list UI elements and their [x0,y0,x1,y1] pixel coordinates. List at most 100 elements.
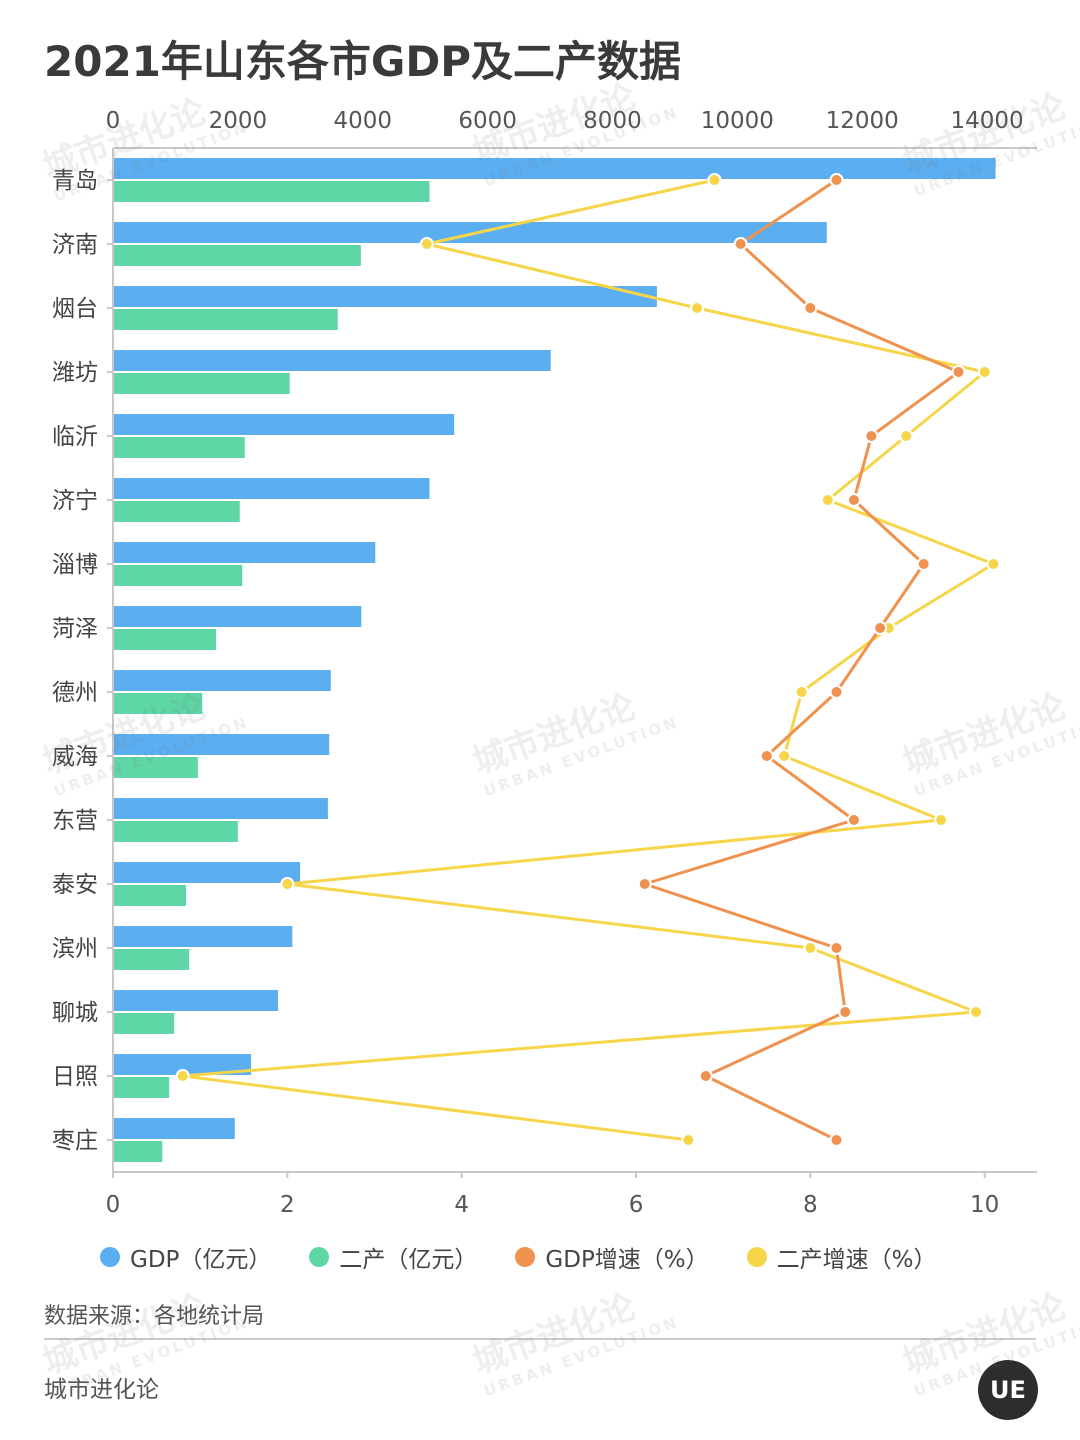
secondary-growth-point [777,749,792,763]
secondary-growth-point [690,301,705,315]
gdp-bar [113,414,455,435]
category-label: 潍坊 [52,360,98,386]
gdp-bar [113,286,657,307]
gdp-bar [113,670,331,691]
top-axis-tick-label: 4000 [333,108,392,134]
top-axis-tick-label: 14000 [950,108,1023,134]
bottom-axis-tick-label: 10 [970,1192,999,1218]
gdp-growth-point [864,429,879,443]
category-label: 东营 [52,808,98,834]
category-label: 泰安 [52,872,98,898]
gdp-bar [113,158,996,179]
gdp-growth-point [951,365,966,379]
secondary-growth-point [977,365,992,379]
gdp-growth-point [846,813,861,827]
top-axis-tick-label: 6000 [458,108,517,134]
gdp-growth-point [759,749,774,763]
gdp-growth-point [846,493,861,507]
gdp-growth-point [829,1133,844,1147]
category-label: 济南 [52,232,98,258]
category-label: 日照 [52,1064,98,1090]
secondary-bar [113,821,238,842]
legend-label-gdp-growth: GDP增速（%） [545,1247,709,1273]
category-label: 菏泽 [52,616,98,642]
secondary-bar [113,1013,175,1034]
secondary-growth-point [803,941,818,955]
secondary-growth-point [681,1133,696,1147]
bars-layer [113,158,996,1162]
secondary-growth-point [899,429,914,443]
gdp-growth-point [916,557,931,571]
secondary-bar [113,629,217,650]
secondary-bar [113,245,361,266]
secondary-growth-point [419,237,434,251]
top-axis-tick-label: 2000 [209,108,268,134]
secondary-bar [113,693,203,714]
category-label: 济宁 [52,488,98,514]
secondary-growth-point [175,1069,190,1083]
legend-label-gdp: GDP（亿元） [130,1247,272,1273]
category-label: 滨州 [52,936,98,962]
bottom-axis-tick-label: 4 [454,1192,469,1218]
secondary-bar [113,565,243,586]
category-label: 聊城 [52,1000,98,1026]
secondary-bar [113,181,430,202]
gdp-growth-point [829,173,844,187]
brand-logo: UE [978,1360,1038,1420]
secondary-bar [113,1141,163,1162]
top-axis-tick-label: 8000 [583,108,642,134]
gdp-bar [113,990,278,1011]
gdp-bar [113,862,301,883]
gdp-bar [113,798,328,819]
gdp-bar [113,542,376,563]
gdp-growth-point [829,685,844,699]
gdp-bar [113,478,430,499]
legend-item-secondary-growth[interactable]: 二产增速（%） [746,1240,937,1274]
footer-brand: 城市进化论 [44,1377,159,1403]
gdp-growth-point [803,301,818,315]
gdp-growth-point [873,621,888,635]
bottom-axis-tick-label: 0 [106,1192,121,1218]
secondary-growth-point [986,557,1001,571]
secondary-growth-line [181,178,995,1142]
secondary-bar [113,885,187,906]
legend-item-secondary[interactable]: 二产（亿元） [309,1240,477,1274]
gdp-growth-point [829,941,844,955]
chart-title: 2021年山东各市GDP及二产数据 [44,37,682,86]
legend-item-gdp-growth[interactable]: GDP增速（%） [515,1240,709,1274]
secondary-bar [113,309,338,330]
gdp-bar [113,222,827,243]
category-label: 淄博 [52,552,98,578]
legend-dot-secondary-growth [746,1247,767,1267]
category-label: 烟台 [52,296,98,322]
gdp-bar [113,350,551,371]
gdp-growth-point [733,237,748,251]
top-axis-tick-label: 10000 [701,108,774,134]
secondary-growth-point [968,1005,983,1019]
legend-dot-secondary [309,1247,330,1267]
axes-layer: 0 2000 4000 6000 8000 10000 12000 14000 0 2 4 6 8 10 青… [52,108,1037,1218]
data-source: 数据来源：各地统计局 [44,1304,265,1329]
secondary-bar [113,757,198,778]
category-label: 青岛 [52,168,98,194]
legend-label-secondary-growth: 二产增速（%） [776,1247,937,1273]
top-axis-tick-label: 12000 [826,108,899,134]
legend: GDP（亿元） 二产（亿元） GDP增速（%） 二产增速（%） [100,1240,937,1274]
gdp-growth-line [643,178,961,1142]
gdp-growth-point [838,1005,853,1019]
gdp-bar [113,1118,235,1139]
lines-layer [175,173,1001,1147]
category-label: 威海 [52,744,98,770]
secondary-bar [113,373,290,394]
secondary-growth-point [794,685,809,699]
gdp-bar [113,734,330,755]
legend-item-gdp[interactable]: GDP（亿元） [100,1240,271,1274]
secondary-bar [113,437,245,458]
category-label: 德州 [52,680,98,706]
gdp-bar [113,606,362,627]
secondary-bar [113,501,240,522]
secondary-growth-point [280,877,295,891]
gdp-bar [113,926,293,947]
legend-dot-gdp [100,1247,120,1267]
secondary-bar [113,1077,170,1098]
